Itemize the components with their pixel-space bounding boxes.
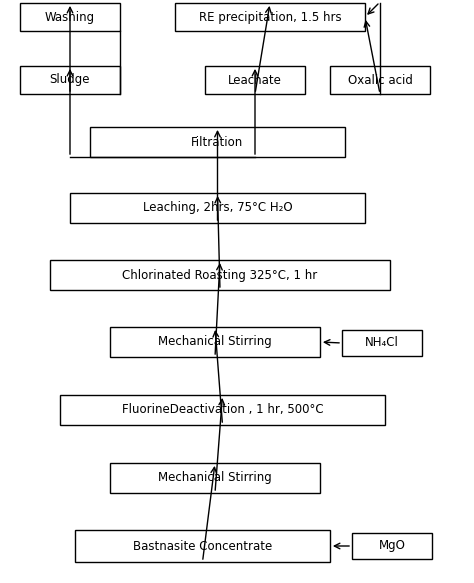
Text: Filtration: Filtration xyxy=(191,135,244,149)
Bar xyxy=(75,530,330,562)
Bar xyxy=(20,66,120,94)
Bar xyxy=(205,66,305,94)
Text: Leachate: Leachate xyxy=(228,73,282,86)
Text: RE precipitation, 1.5 hrs: RE precipitation, 1.5 hrs xyxy=(199,10,341,23)
Bar xyxy=(20,3,120,31)
Bar xyxy=(50,260,390,290)
Text: FluorineDeactivation , 1 hr, 500°C: FluorineDeactivation , 1 hr, 500°C xyxy=(122,403,323,416)
Text: Oxalic acid: Oxalic acid xyxy=(347,73,412,86)
Text: Bastnasite Concentrate: Bastnasite Concentrate xyxy=(133,539,272,553)
Bar xyxy=(175,3,365,31)
Text: MgO: MgO xyxy=(379,539,405,553)
Bar xyxy=(352,533,432,559)
Bar xyxy=(110,327,320,357)
Text: Chlorinated Roasting 325°C, 1 hr: Chlorinated Roasting 325°C, 1 hr xyxy=(122,269,318,282)
Bar xyxy=(90,127,345,157)
Bar xyxy=(110,463,320,493)
Text: Sludge: Sludge xyxy=(50,73,90,86)
Text: Leaching, 2hrs, 75°C H₂O: Leaching, 2hrs, 75°C H₂O xyxy=(143,202,292,215)
Bar xyxy=(70,193,365,223)
Text: Mechanical Stirring: Mechanical Stirring xyxy=(158,472,272,484)
Text: Washing: Washing xyxy=(45,10,95,23)
Text: Mechanical Stirring: Mechanical Stirring xyxy=(158,335,272,349)
Bar xyxy=(60,395,385,425)
Text: NH₄Cl: NH₄Cl xyxy=(365,336,399,349)
Bar xyxy=(342,330,422,356)
Bar xyxy=(330,66,430,94)
